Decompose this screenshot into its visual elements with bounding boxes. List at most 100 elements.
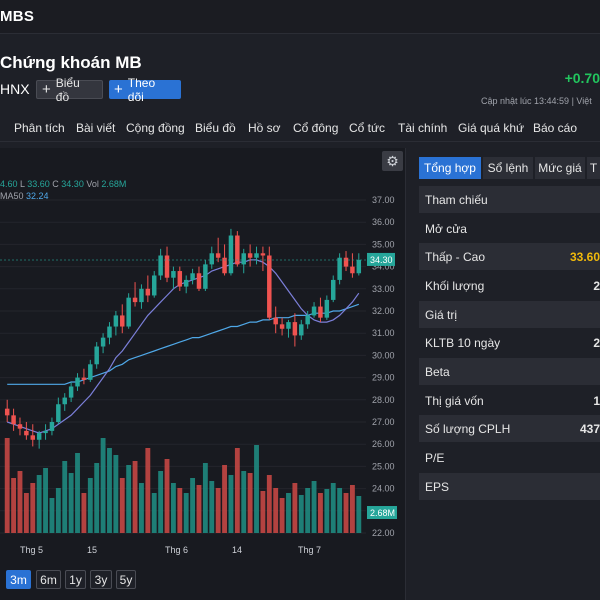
info-label: Khối lượng [425, 278, 485, 293]
volume-bar [55, 488, 61, 533]
chart-button-label: Biểu đồ [55, 75, 80, 104]
candle-body [305, 315, 310, 325]
info-label: Thị giá vốn [425, 393, 484, 408]
info-tab-tong-hop[interactable]: Tổng hợp [419, 157, 481, 179]
ma-legend: MA50 32.24 [0, 191, 49, 201]
volume-bar [4, 438, 10, 533]
candle-body [56, 404, 61, 422]
candle-body [260, 253, 266, 256]
tab-bai-viet[interactable]: Bài viết [76, 121, 116, 135]
volume-bar [260, 491, 266, 533]
legend-vol-value: 2.68M [101, 179, 127, 189]
volume-bar [234, 448, 240, 533]
tab-bao-cao[interactable]: Báo cáo [533, 121, 578, 135]
candle-body [158, 255, 163, 276]
candle-body [120, 315, 125, 327]
follow-button-label: Theo dõi [127, 75, 156, 104]
candle-body [190, 273, 195, 280]
y-tick-label: 37.00 [372, 195, 395, 205]
candle-body [62, 397, 67, 405]
volume-label: 2.68M [370, 508, 395, 518]
info-tab-muc-gia[interactable]: Mức giá [535, 157, 585, 179]
candle-body [286, 322, 291, 329]
volume-bar [36, 475, 42, 533]
legend-close-value: 34.30 [61, 179, 84, 189]
tab-gia-qua-khu[interactable]: Giá quá khứ [458, 121, 525, 135]
volume-bar [196, 485, 202, 533]
tab-co-tuc[interactable]: Cổ tức [349, 121, 386, 135]
updated-time: Cập nhật lúc 13:44:59 | Việt [481, 96, 592, 106]
candle-body [330, 279, 336, 300]
range-5y[interactable]: 5y [116, 570, 136, 589]
info-label: Số lượng CPLH [425, 421, 511, 436]
tab-tai-chinh[interactable]: Tài chính [398, 121, 448, 135]
volume-bar [266, 475, 272, 533]
volume-bar [286, 493, 291, 533]
candle-body [247, 253, 253, 258]
volume-bar [202, 463, 208, 533]
y-tick-label: 29.00 [372, 373, 395, 383]
volume-badge [367, 506, 397, 520]
tab-bieu-do[interactable]: Biểu đồ [195, 121, 236, 135]
volume-bar [107, 448, 112, 533]
y-tick-label: 35.00 [372, 239, 395, 249]
plus-icon: + [114, 81, 123, 98]
volume-bar [311, 481, 317, 533]
candle-body [228, 235, 234, 274]
follow-button[interactable]: + Theo dõi [109, 76, 181, 104]
candle-body [4, 408, 10, 416]
volume-bar [292, 483, 298, 533]
range-1y[interactable]: 1y [65, 570, 86, 589]
tab-co-dong[interactable]: Cổ đông [293, 121, 339, 135]
range-6m[interactable]: 6m [36, 570, 61, 589]
info-label: KLTB 10 ngày [425, 335, 501, 350]
y-tick-label: 24.00 [372, 484, 395, 494]
info-row: Beta [419, 358, 600, 385]
info-row: Giá trị [419, 301, 600, 328]
y-tick-label: 26.00 [372, 439, 395, 449]
info-row: Tham chiếu [419, 186, 600, 213]
gear-icon[interactable]: ⚙ [382, 151, 403, 171]
volume-bar [190, 478, 196, 533]
tab-ho-so[interactable]: Hồ sơ [248, 121, 281, 135]
info-tab-so-lenh[interactable]: Sổ lệnh [483, 157, 533, 179]
volume-bar [228, 475, 234, 533]
volume-bar [119, 478, 125, 533]
info-row: Mở cửa [419, 215, 600, 242]
volume-bar [23, 493, 29, 533]
volume-bar [209, 481, 215, 533]
volume-bar [11, 478, 17, 533]
tab-phan-tich[interactable]: Phân tích [14, 121, 65, 135]
y-tick-label: 32.00 [372, 306, 395, 316]
candle-body [11, 415, 16, 425]
candle-body [299, 324, 304, 336]
info-row: Thấp - Cao 33.60 [419, 243, 600, 270]
candle-body [132, 297, 138, 303]
legend-ma-value: 32.24 [26, 191, 49, 201]
range-3y[interactable]: 3y [90, 570, 112, 589]
candle-body [24, 430, 29, 436]
volume-bar [30, 483, 36, 533]
info-label: EPS [425, 479, 450, 494]
volume-bar [164, 459, 170, 533]
candle-body [235, 235, 240, 265]
chart-button[interactable]: + Biểu đồ [36, 76, 103, 104]
volume-bar [183, 493, 189, 533]
info-row: P/E [419, 444, 600, 471]
y-tick-label: 36.00 [372, 217, 395, 227]
info-label: P/E [425, 450, 445, 465]
candle-body [356, 259, 362, 274]
info-tab-more[interactable]: T [587, 157, 600, 179]
volume-bar [49, 498, 55, 533]
y-tick-label: 30.00 [372, 350, 395, 360]
info-label: Giá trị [425, 307, 458, 322]
price-chart[interactable]: 37.00 36.00 35.00 34.00 33.00 32.00 31.00 30.00… [0, 148, 406, 566]
range-3m[interactable]: 3m [6, 570, 31, 589]
volume-bar [113, 455, 119, 533]
candle-body [203, 264, 208, 289]
volume-bar [75, 453, 80, 533]
company-name: Chứng khoán MB [0, 53, 142, 72]
candle-body [17, 424, 23, 429]
tab-cong-dong[interactable]: Cộng đồng [126, 121, 185, 135]
